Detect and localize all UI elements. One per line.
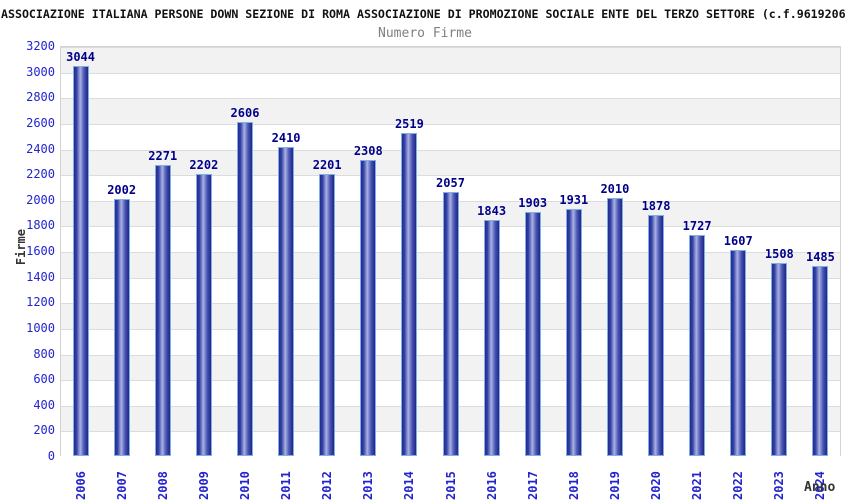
x-tick-label: 2007 — [114, 471, 129, 500]
x-tick-label: 2019 — [607, 471, 622, 500]
y-tick-label: 200 — [33, 423, 55, 438]
bar-2024 — [812, 265, 829, 456]
bar-2014 — [401, 133, 418, 456]
bar-2009 — [195, 173, 212, 456]
bar-2006 — [72, 65, 89, 456]
bar-2008 — [154, 165, 171, 456]
bar-2012 — [319, 173, 336, 456]
chart-subtitle: Numero Firme — [378, 26, 472, 41]
bar-2013 — [360, 160, 377, 456]
bar-value-label: 1727 — [682, 218, 712, 233]
y-tick-label: 1000 — [26, 320, 55, 335]
y-tick-label: 3200 — [26, 39, 55, 53]
y-tick-label: 1800 — [26, 218, 55, 233]
bar-value-label: 1843 — [477, 203, 507, 218]
x-tick-label: 2020 — [649, 471, 664, 500]
bar-value-label: 2519 — [394, 117, 424, 132]
bar-value-label: 2002 — [107, 183, 137, 198]
x-tick-label: 2008 — [155, 471, 170, 500]
x-tick-label: 2009 — [196, 471, 211, 500]
y-tick-label: 2200 — [26, 167, 55, 182]
bar-2017 — [524, 212, 541, 456]
bar-2018 — [565, 208, 582, 456]
bar-value-label: 2010 — [600, 182, 630, 197]
bar-value-label: 2308 — [353, 144, 383, 159]
y-tick-label: 600 — [33, 372, 55, 387]
bar-2010 — [236, 122, 253, 456]
x-tick-label: 2016 — [484, 471, 499, 500]
x-tick-label: 2023 — [772, 471, 787, 500]
y-tick-label: 0 — [47, 449, 55, 463]
bar-2007 — [113, 199, 130, 456]
y-tick-label: 2000 — [26, 192, 55, 207]
x-tick-label: 2017 — [525, 471, 540, 500]
bar-2023 — [771, 262, 788, 456]
y-tick-label: 400 — [33, 397, 55, 412]
x-tick-label: 2018 — [566, 471, 581, 500]
y-tick-label: 2400 — [26, 141, 55, 156]
y-tick-label: 800 — [33, 346, 55, 361]
plot-band — [61, 47, 840, 73]
x-tick-label: 2012 — [320, 471, 335, 500]
x-tick-label: 2015 — [443, 471, 458, 500]
bar-value-label: 1508 — [764, 246, 794, 261]
plot-band — [61, 98, 840, 124]
bar-value-label: 1931 — [559, 192, 589, 207]
bar-value-label: 2271 — [148, 149, 178, 164]
x-tick-label: 2011 — [279, 471, 294, 500]
y-tick-label: 2800 — [26, 90, 55, 105]
bar-2020 — [648, 215, 665, 456]
bar-value-label: 2410 — [271, 131, 301, 146]
bar-value-label: 1878 — [641, 199, 671, 214]
bar-value-label: 2201 — [312, 157, 342, 172]
x-tick-label: 2021 — [690, 471, 705, 500]
plot-band — [61, 72, 840, 99]
y-tick-label: 3000 — [26, 64, 55, 79]
bar-value-label: 1903 — [518, 196, 548, 211]
bar-value-label: 3044 — [66, 49, 95, 64]
bar-2022 — [730, 250, 747, 456]
plot-band — [61, 123, 840, 150]
plot-band — [61, 149, 840, 176]
x-tick-label: 2022 — [731, 471, 746, 500]
bar-value-label: 2202 — [189, 157, 219, 172]
bar-value-label: 1485 — [805, 249, 835, 264]
bar-value-label: 2057 — [436, 176, 465, 191]
bar-value-label: 2606 — [230, 106, 260, 121]
bar-value-label: 1607 — [723, 234, 753, 249]
x-axis-title: Anno — [804, 480, 836, 495]
y-tick-label: 1400 — [26, 269, 55, 284]
x-tick-label: 2014 — [402, 471, 417, 500]
x-tick-label: 2010 — [237, 471, 252, 500]
chart-title: ASSOCIAZIONE ITALIANA PERSONE DOWN SEZIO… — [1, 7, 846, 21]
bar-2021 — [689, 234, 706, 456]
x-tick-label: 2006 — [73, 471, 88, 500]
bar-2011 — [278, 147, 295, 456]
y-tick-label: 2600 — [26, 115, 55, 130]
y-tick-label: 1200 — [26, 295, 55, 310]
y-tick-label: 1600 — [26, 244, 55, 258]
bar-2019 — [606, 198, 623, 456]
x-tick-label: 2013 — [361, 471, 376, 500]
bar-2016 — [483, 219, 500, 456]
bar-2015 — [442, 192, 459, 456]
